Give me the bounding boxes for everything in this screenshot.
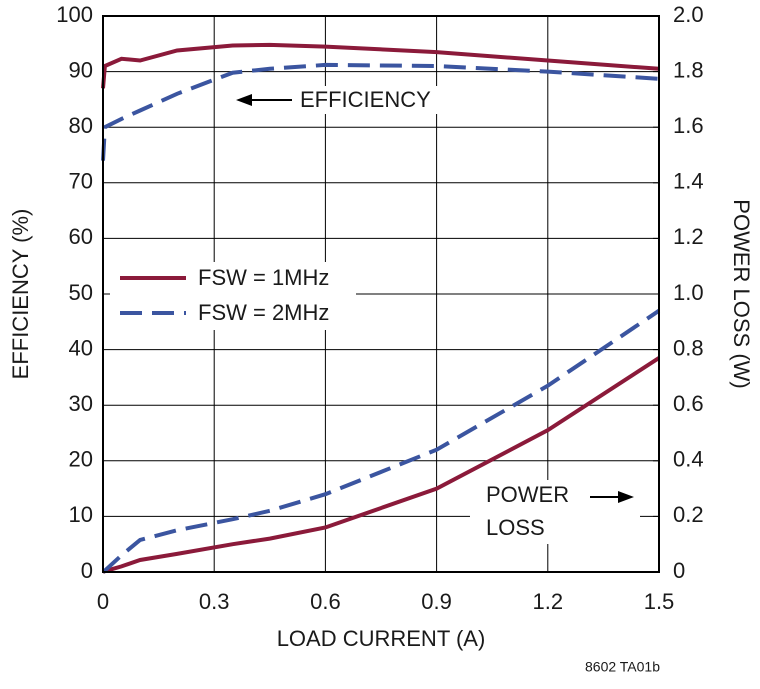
y-tick-label: 100 <box>56 2 93 27</box>
y-tick-label: 70 <box>69 169 93 194</box>
y-tick-label: 60 <box>69 224 93 249</box>
arrow-head <box>618 491 634 503</box>
y2-axis-title: POWER LOSS (W) <box>729 199 754 388</box>
x-tick-label: 1.2 <box>533 589 564 614</box>
y2-tick-label: 1.0 <box>673 280 704 305</box>
legend-label: FSW = 1MHz <box>198 265 329 290</box>
y2-tick-label: 2.0 <box>673 2 704 27</box>
y-tick-label: 50 <box>69 280 93 305</box>
x-tick-label: 1.5 <box>644 589 675 614</box>
y2-tick-label: 0.2 <box>673 502 704 527</box>
y-tick-label: 90 <box>69 57 93 82</box>
y-tick-label: 10 <box>69 502 93 527</box>
y-tick-label: 20 <box>69 447 93 472</box>
footnote: 8602 TA01b <box>585 659 660 675</box>
series-line <box>102 356 661 574</box>
x-axis-title: LOAD CURRENT (A) <box>277 626 486 651</box>
series-line <box>101 42 660 89</box>
annotation: POWER <box>486 482 569 507</box>
y-tick-label: 80 <box>69 113 93 138</box>
y-axis-title: EFFICIENCY (%) <box>8 209 33 380</box>
y2-tick-label: 1.4 <box>673 169 704 194</box>
y2-tick-label: 0.8 <box>673 335 704 360</box>
y-tick-label: 0 <box>81 558 93 583</box>
y-tick-label: 30 <box>69 391 93 416</box>
y2-tick-label: 0.6 <box>673 391 704 416</box>
legend-box <box>110 262 356 330</box>
y2-tick-label: 1.8 <box>673 57 704 82</box>
annotation: LOSS <box>486 515 545 540</box>
x-tick-label: 0 <box>97 589 109 614</box>
legend: FSW = 1MHz FSW = 2MHz <box>120 265 329 325</box>
legend-label: FSW = 2MHz <box>198 300 329 325</box>
y2-tick-label: 1.6 <box>673 113 704 138</box>
y2-tick-label: 1.2 <box>673 224 704 249</box>
series-line <box>101 62 660 161</box>
series-line <box>101 309 661 574</box>
x-tick-label: 0.6 <box>310 589 341 614</box>
y2-tick-label: 0 <box>673 558 685 583</box>
plot-frame <box>102 15 660 573</box>
y-tick-label: 40 <box>69 335 93 360</box>
y2-tick-label: 0.4 <box>673 447 704 472</box>
x-tick-label: 0.3 <box>199 589 230 614</box>
annotation-bg <box>470 480 640 544</box>
x-tick-label: 0.9 <box>421 589 452 614</box>
lines <box>101 42 661 574</box>
annotation: EFFICIENCY <box>300 87 431 112</box>
arrow-head <box>236 94 252 106</box>
